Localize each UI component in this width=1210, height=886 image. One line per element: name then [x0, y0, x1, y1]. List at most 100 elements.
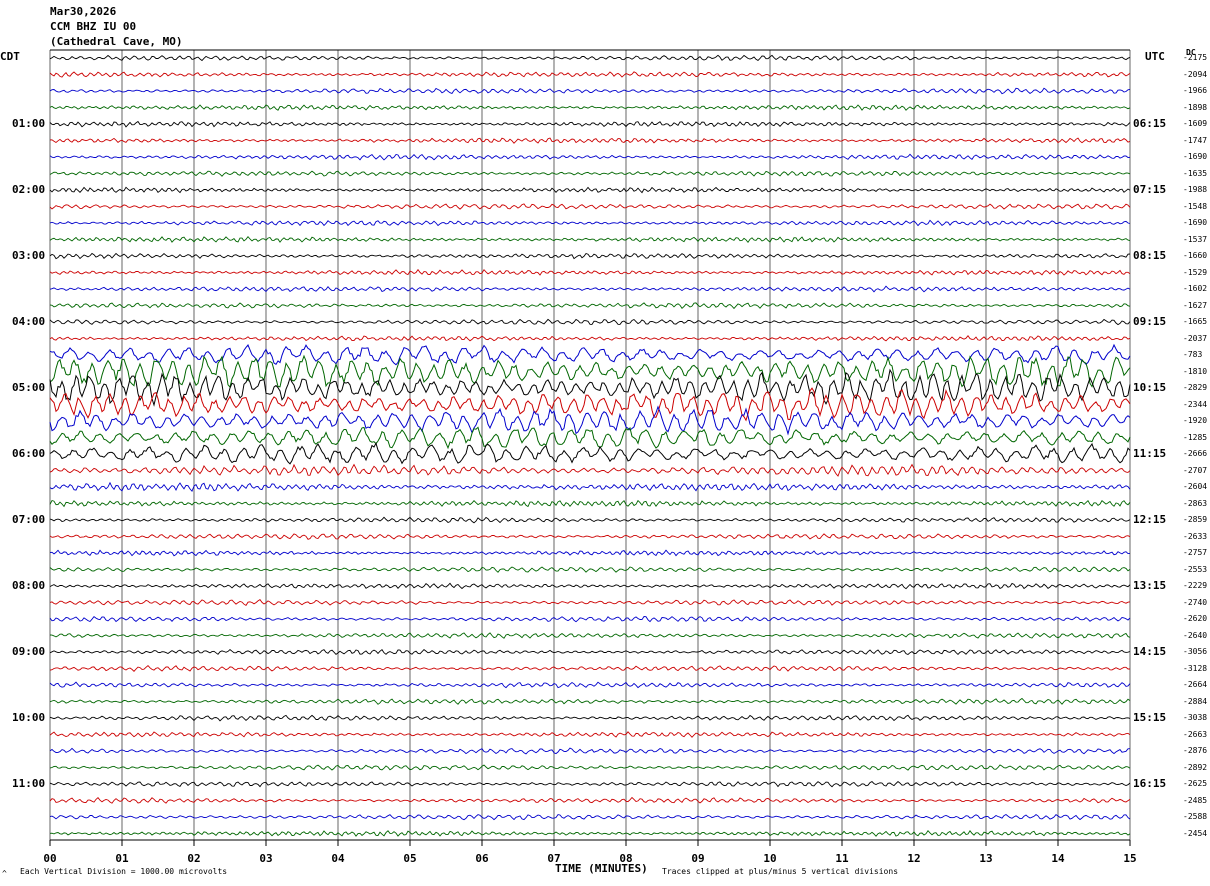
trace-line-7 — [49, 153, 1131, 161]
dc-offset-26: -2707 — [1183, 465, 1208, 475]
dc-offset-25: -2666 — [1183, 449, 1208, 458]
x-tick-label-04: 04 — [331, 852, 345, 865]
dc-offset-6: -1747 — [1183, 135, 1208, 145]
trace-line-30 — [49, 533, 1131, 540]
x-tick-label-15: 15 — [1123, 852, 1137, 865]
dc-offset-24: -1285 — [1183, 432, 1208, 442]
trace-line-16 — [49, 302, 1131, 310]
right-hour-label-9: 14:15 — [1133, 645, 1167, 658]
dc-offset-27: -2604 — [1183, 482, 1208, 491]
dc-offset-8: -1635 — [1183, 168, 1208, 178]
dc-offset-15: -1602 — [1183, 284, 1208, 293]
corner-mark: ^ — [2, 869, 7, 878]
dc-offset-34: -2740 — [1183, 597, 1208, 607]
dc-offset-7: -1690 — [1183, 152, 1208, 161]
dc-offset-20: -1810 — [1183, 366, 1208, 376]
trace-line-8 — [49, 170, 1131, 177]
dc-offset-12: -1537 — [1183, 234, 1208, 244]
trace-line-3 — [49, 87, 1131, 95]
x-tick-label-01: 01 — [115, 852, 129, 865]
trace-line-47 — [49, 813, 1131, 821]
left-hour-label-7: 07:00 — [12, 513, 46, 526]
trace-line-15 — [49, 285, 1131, 293]
trace-line-28 — [49, 499, 1131, 508]
dc-offset-47: -2588 — [1183, 812, 1208, 821]
x-axis-title: TIME (MINUTES) — [555, 862, 648, 875]
x-tick-label-12: 12 — [907, 852, 921, 865]
dc-offset-22: -2344 — [1183, 399, 1208, 409]
trace-line-22 — [49, 387, 1131, 422]
trace-line-13 — [49, 252, 1131, 260]
trace-line-12 — [49, 235, 1131, 244]
header-station: CCM BHZ IU 00 — [50, 20, 137, 33]
dc-offset-16: -1627 — [1183, 300, 1208, 310]
dc-offset-43: -2876 — [1183, 746, 1208, 755]
trace-line-40 — [49, 697, 1131, 705]
dc-offset-35: -2620 — [1183, 614, 1208, 623]
trace-line-44 — [49, 764, 1131, 771]
dc-offset-18: -2037 — [1183, 333, 1208, 343]
x-tick-label-08: 08 — [619, 852, 633, 865]
trace-line-36 — [49, 632, 1131, 639]
dc-offset-36: -2640 — [1183, 630, 1208, 640]
trace-line-1 — [49, 54, 1131, 62]
trace-line-26 — [49, 463, 1131, 477]
right-hour-label-3: 08:15 — [1133, 249, 1167, 262]
x-tick-label-07: 07 — [547, 852, 561, 865]
trace-line-17 — [49, 318, 1131, 326]
right-hour-label-2: 07:15 — [1133, 183, 1167, 196]
trace-line-37 — [49, 649, 1131, 656]
dc-label: DC — [1186, 48, 1196, 57]
trace-line-46 — [49, 796, 1131, 804]
right-hour-label-6: 11:15 — [1133, 447, 1167, 460]
trace-line-21 — [49, 368, 1131, 407]
trace-line-10 — [49, 203, 1131, 210]
trace-line-45 — [49, 781, 1131, 788]
dc-offset-13: -1660 — [1183, 251, 1208, 260]
trace-line-32 — [49, 566, 1131, 573]
trace-line-35 — [49, 615, 1131, 623]
dc-offset-21: -2829 — [1183, 383, 1208, 392]
trace-line-19 — [49, 343, 1131, 366]
x-tick-label-03: 03 — [259, 852, 273, 865]
trace-line-25 — [49, 441, 1131, 465]
dc-offset-42: -2663 — [1183, 729, 1208, 739]
right-hour-label-10: 15:15 — [1133, 711, 1167, 724]
left-timezone: CDT — [0, 50, 20, 63]
dc-offset-4: -1898 — [1183, 102, 1208, 112]
left-hour-label-10: 10:00 — [12, 711, 46, 724]
x-tick-label-10: 10 — [763, 852, 777, 865]
trace-line-41 — [49, 714, 1131, 722]
left-hour-label-2: 02:00 — [12, 183, 46, 196]
trace-line-24 — [49, 426, 1131, 450]
trace-line-4 — [49, 104, 1131, 111]
dc-offset-40: -2884 — [1183, 696, 1208, 706]
trace-line-33 — [49, 582, 1131, 590]
dc-offset-29: -2859 — [1183, 515, 1208, 524]
left-hour-label-4: 04:00 — [12, 315, 46, 328]
left-hour-label-8: 08:00 — [12, 579, 46, 592]
dc-offset-23: -1920 — [1183, 416, 1208, 425]
dc-offset-2: -2094 — [1183, 69, 1208, 79]
dc-offset-41: -3038 — [1183, 713, 1208, 722]
left-hour-label-6: 06:00 — [12, 447, 46, 460]
header-date: Mar30,2026 — [50, 5, 117, 18]
dc-offset-44: -2892 — [1183, 762, 1208, 772]
trace-line-18 — [49, 334, 1131, 342]
dc-offset-33: -2229 — [1183, 581, 1208, 590]
right-hour-label-8: 13:15 — [1133, 579, 1167, 592]
trace-line-31 — [49, 549, 1130, 557]
x-tick-label-14: 14 — [1051, 852, 1065, 865]
trace-line-11 — [49, 219, 1131, 227]
x-tick-label-06: 06 — [475, 852, 489, 865]
dc-offset-9: -1988 — [1183, 185, 1208, 194]
left-hour-label-11: 11:00 — [12, 777, 46, 790]
trace-line-29 — [49, 516, 1131, 524]
trace-line-23 — [49, 405, 1131, 436]
x-tick-label-11: 11 — [835, 852, 849, 865]
dc-offset-46: -2485 — [1183, 795, 1208, 805]
left-hour-label-9: 09:00 — [12, 645, 46, 658]
trace-line-34 — [49, 598, 1131, 607]
right-hour-label-4: 09:15 — [1133, 315, 1167, 328]
